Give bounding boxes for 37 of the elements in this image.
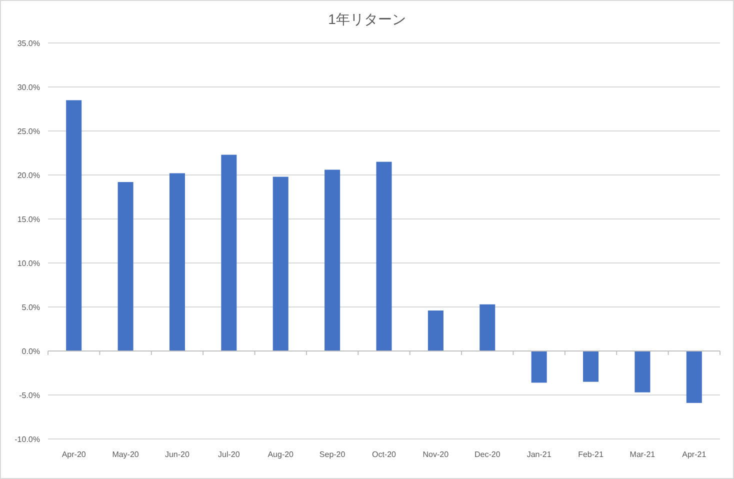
y-tick-label: -5.0% (19, 391, 40, 400)
x-tick-label: Dec-20 (474, 450, 501, 459)
x-tick-label: Oct-20 (372, 450, 397, 459)
x-tick-label: Mar-21 (630, 450, 656, 459)
x-tick-label: Jun-20 (164, 450, 190, 459)
y-tick-label: 10.0% (17, 259, 40, 268)
x-tick-label: Jan-21 (526, 450, 552, 459)
y-tick-label: 20.0% (17, 171, 40, 180)
bar (531, 351, 547, 383)
y-tick-label: 25.0% (17, 127, 40, 136)
x-tick-label: Sep-20 (319, 450, 346, 459)
x-tick-label: Apr-21 (682, 450, 707, 459)
bar (428, 310, 444, 351)
x-tick-label: Feb-21 (578, 450, 604, 459)
y-tick-label: 5.0% (22, 303, 40, 312)
bar (66, 100, 82, 351)
bar (686, 351, 702, 403)
bar (221, 154, 237, 351)
x-tick-label: Aug-20 (268, 450, 294, 459)
x-tick-label: Apr-20 (62, 450, 86, 459)
bar (169, 173, 185, 351)
bar (634, 351, 650, 392)
y-tick-label: 0.0% (22, 347, 40, 356)
bar (583, 351, 599, 382)
y-tick-label: 15.0% (17, 215, 40, 224)
x-tick-label: Jul-20 (218, 450, 240, 459)
bar (376, 162, 392, 351)
bar (324, 170, 340, 351)
y-tick-label: 35.0% (17, 39, 40, 48)
x-tick-label: May-20 (112, 450, 140, 459)
bar (480, 304, 496, 351)
y-tick-label: 30.0% (17, 83, 40, 92)
x-tick-label: Nov-20 (422, 450, 450, 459)
bar (118, 182, 134, 351)
y-tick-label: -10.0% (14, 435, 40, 444)
bar (272, 176, 288, 351)
chart-title: 1年リターン (328, 11, 406, 27)
